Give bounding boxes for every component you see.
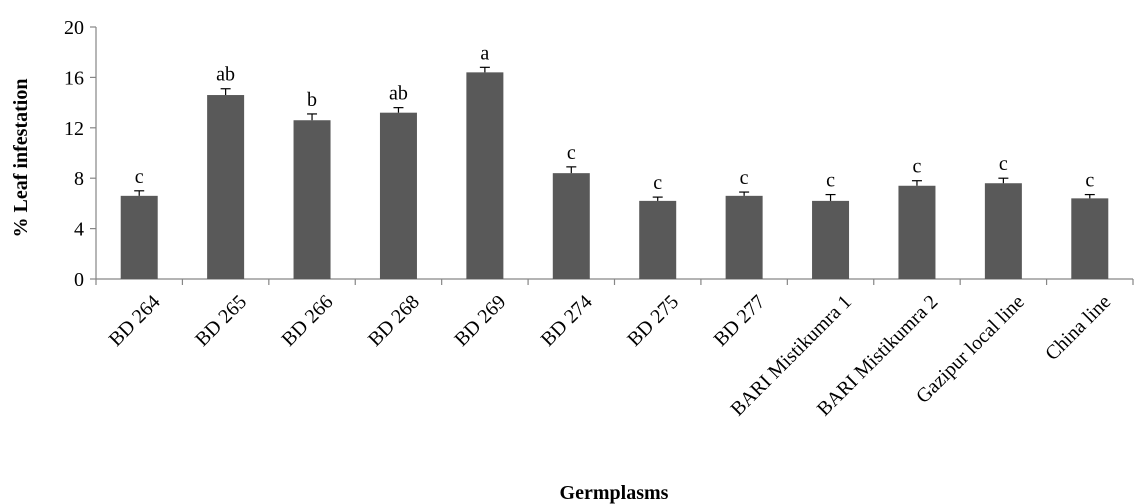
category-labels: BD 264 BD 265 BD 266 BD 268 BD 269 BD 274 BD 2… (105, 291, 1116, 421)
significance-label: c (740, 167, 749, 189)
y-axis-title: % Leaf infestation (10, 79, 32, 238)
bar (1071, 198, 1109, 279)
bar (639, 200, 677, 279)
y-tick-label: 0 (74, 269, 84, 291)
significance-label: b (307, 89, 317, 111)
category-label: BD 265 (191, 291, 251, 351)
significance-label: c (567, 142, 576, 164)
y-tick-label: 20 (64, 17, 84, 39)
bar (552, 173, 590, 279)
category-label: BD 264 (105, 291, 165, 351)
significance-label: c (826, 170, 835, 192)
bar (293, 120, 331, 280)
y-axis: 0 4 8 12 16 20 (64, 17, 97, 291)
category-label: BD 275 (623, 291, 683, 351)
significance-label: a (480, 42, 489, 64)
significance-label: c (913, 156, 922, 178)
bar (812, 200, 850, 279)
bar (898, 185, 936, 279)
significance-label: ab (216, 64, 235, 86)
bar (379, 112, 417, 280)
error-bars (134, 66, 1095, 201)
significance-label: c (999, 153, 1008, 175)
category-label: China line (1041, 291, 1115, 365)
bar (207, 95, 245, 279)
y-tick-label: 4 (74, 219, 84, 241)
bar (984, 183, 1022, 279)
category-label: BD 266 (278, 291, 338, 351)
category-label: BD 277 (710, 291, 770, 351)
x-axis (95, 278, 1134, 285)
significance-label: c (653, 172, 662, 194)
bar (466, 72, 504, 279)
bar (120, 195, 158, 279)
significance-label: ab (389, 83, 408, 105)
category-label: BD 268 (364, 291, 424, 351)
y-tick-label: 12 (64, 118, 84, 140)
category-label: BD 274 (537, 291, 597, 351)
significance-label: c (135, 166, 144, 188)
y-tick-label: 8 (74, 168, 84, 190)
significance-labels: c ab b ab a c c c c c c c (135, 42, 1095, 194)
bars (120, 72, 1109, 280)
y-tick-label: 16 (64, 67, 84, 89)
category-label: BD 269 (450, 291, 510, 351)
bar (725, 195, 763, 279)
significance-label: c (1085, 170, 1094, 192)
x-axis-title: Germplasms (560, 482, 669, 504)
